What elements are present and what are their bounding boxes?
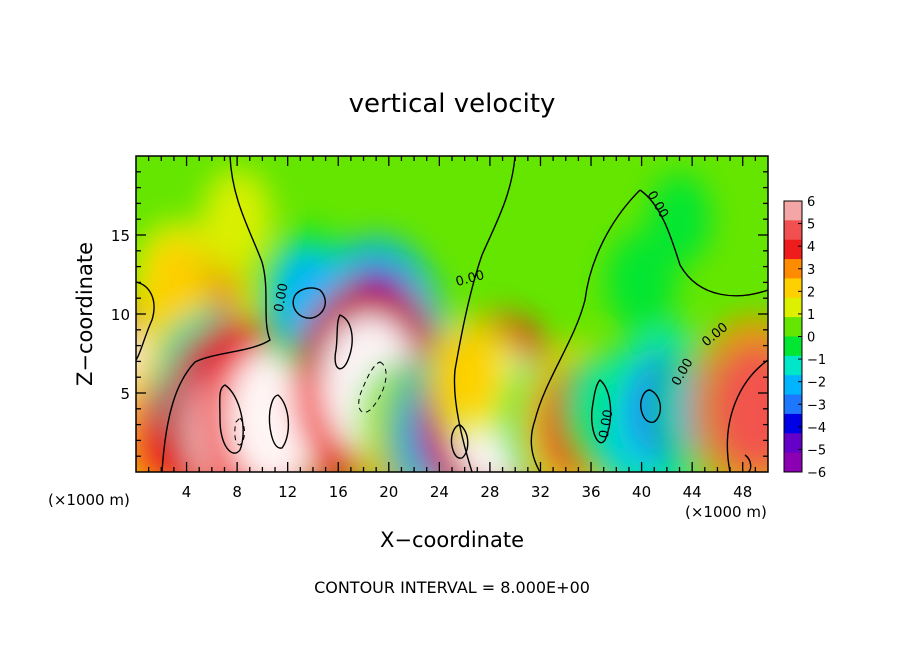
- colorbar-swatch: [784, 317, 802, 337]
- x-tick-label: 4: [182, 483, 192, 501]
- contour-label: 0.00: [597, 408, 617, 439]
- zero-contour-line: [161, 156, 271, 472]
- colorbar-tick-label: 0: [807, 331, 815, 346]
- velocity-core: [618, 247, 665, 318]
- colorbar-tick-label: −4: [807, 421, 826, 436]
- y-tick-label: 15: [111, 227, 130, 245]
- zero-contour-line: [334, 314, 353, 370]
- colorbar-swatch: [784, 297, 802, 318]
- x-tick-label: 16: [329, 483, 348, 501]
- zero-contour-line: [640, 389, 661, 423]
- colorbar-swatch: [784, 375, 802, 396]
- x-axis-ticks: 4 8 12 16 20 24 28 32 36 40 44 48: [147, 156, 757, 501]
- zero-contours: [136, 156, 768, 472]
- zero-contour-line: [530, 189, 641, 472]
- colorbar-tick-label: −5: [807, 443, 826, 458]
- x-tick-label: 20: [379, 483, 398, 501]
- colorbar-tick-label: −6: [807, 466, 826, 481]
- x-unit-label-right: (×1000 m): [685, 503, 767, 521]
- colorbar-swatch: [784, 394, 802, 415]
- x-axis-label: X−coordinate: [380, 528, 524, 552]
- velocity-field: [136, 166, 768, 472]
- negative-contour-line: [358, 361, 387, 413]
- colorbar-swatch: [784, 220, 802, 241]
- negative-contours: [234, 361, 387, 446]
- negative-contour-line: [234, 417, 245, 446]
- velocity-core: [659, 187, 701, 251]
- zero-contour-line: [450, 424, 469, 459]
- colorbar-swatch: [784, 452, 802, 473]
- y-axis-label: Z−coordinate: [73, 242, 97, 386]
- colorbar-tick-label: −1: [807, 353, 826, 368]
- contour-label: 0.00: [454, 268, 486, 290]
- colorbar-swatch: [784, 355, 802, 376]
- chart-title: vertical velocity: [349, 89, 556, 119]
- zero-contour-line: [136, 281, 155, 361]
- velocity-core: [145, 240, 202, 325]
- x-tick-label: 44: [683, 483, 702, 501]
- y-axis-ticks: 5 10 15: [111, 171, 768, 457]
- contour-label: 0.00: [272, 282, 292, 313]
- colorbar: 6 5 4 3 2 1 0 −1 −2 −3 −4 −5 −6: [783, 195, 826, 481]
- zero-contour-line: [268, 394, 289, 449]
- colorbar-swatch: [784, 278, 802, 299]
- velocity-core: [214, 184, 261, 255]
- x-tick-label: 12: [278, 483, 297, 501]
- colorbar-tick-label: −2: [807, 376, 826, 391]
- colorbar-swatch: [784, 413, 802, 434]
- x-tick-label: 32: [531, 483, 550, 501]
- velocity-core: [442, 335, 499, 420]
- colorbar-tick-label: 1: [807, 308, 815, 323]
- colorbar-tick-label: 5: [807, 218, 815, 233]
- x-tick-label: 24: [430, 483, 449, 501]
- colorbar-swatch: [784, 259, 802, 279]
- zero-contour-line: [219, 384, 244, 454]
- colorbar-tick-label: 6: [807, 195, 815, 210]
- x-tick-label: 28: [480, 483, 499, 501]
- zero-contour-line: [453, 156, 516, 472]
- y-tick-label: 5: [120, 385, 130, 403]
- zero-contour-line: [590, 379, 612, 444]
- colorbar-tick-label: 2: [807, 285, 815, 300]
- colorbar-swatch: [784, 433, 802, 454]
- y-tick-label: 10: [111, 306, 130, 324]
- x-tick-label: 36: [581, 483, 600, 501]
- x-tick-label: 8: [232, 483, 242, 501]
- velocity-core: [712, 345, 768, 472]
- colorbar-tick-label: −3: [807, 398, 826, 413]
- x-tick-label: 48: [733, 483, 752, 501]
- zero-contour-line: [726, 359, 768, 472]
- plot-area: [136, 156, 768, 472]
- zero-contour-line: [292, 287, 326, 319]
- colorbar-tick-label: 4: [807, 240, 815, 255]
- colorbar-swatch: [784, 201, 802, 221]
- colorbar-swatch: [784, 336, 802, 357]
- contour-interval-footer: CONTOUR INTERVAL = 8.000E+00: [314, 578, 590, 597]
- colorbar-tick-label: 3: [807, 263, 815, 278]
- zero-contour-line: [639, 189, 768, 297]
- colorbar-swatch: [784, 239, 802, 260]
- x-unit-label-left: (×1000 m): [48, 491, 130, 509]
- x-tick-label: 40: [632, 483, 651, 501]
